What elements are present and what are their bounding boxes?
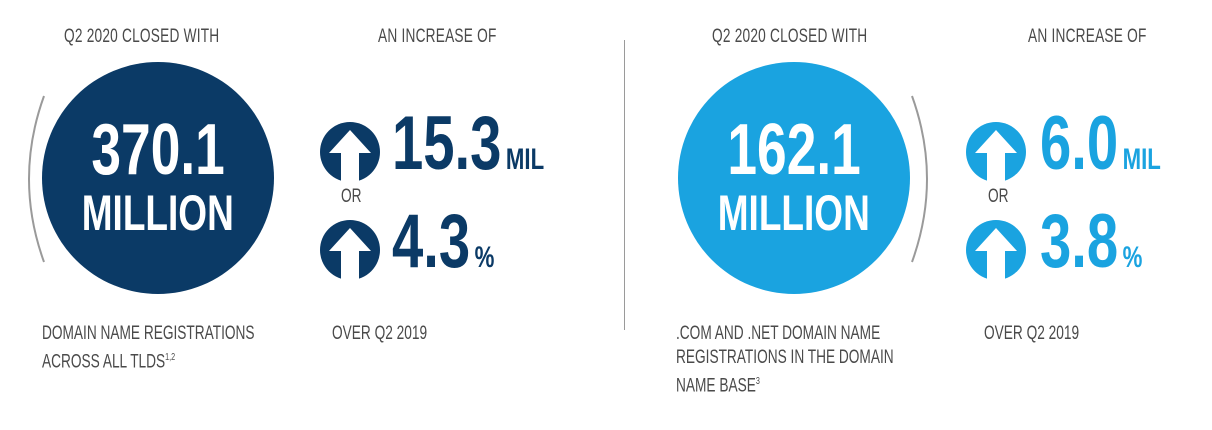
right-desc-line3: NAME BASE	[676, 375, 756, 397]
right-increase-stat: 6.0 MIL	[1040, 106, 1161, 182]
left-desc-footnote: 1,2	[165, 352, 176, 363]
right-desc-footnote: 3	[755, 376, 760, 387]
up-arrow-circle-icon	[966, 220, 1026, 280]
right-desc-line2: REGISTRATIONS IN THE DOMAIN	[676, 347, 894, 368]
right-over-label: OVER Q2 2019	[984, 323, 1080, 344]
left-header-closed: Q2 2020 CLOSED WITH	[64, 26, 220, 47]
right-percent-value: 3.8	[1040, 199, 1119, 284]
right-paren-decoration	[911, 95, 928, 263]
left-percent-unit: %	[474, 241, 495, 274]
right-desc-line1: .COM AND .NET DOMAIN NAME	[676, 323, 881, 344]
right-increase-value: 6.0	[1040, 101, 1119, 186]
left-percent-value: 4.3	[392, 199, 471, 284]
right-description: .COM AND .NET DOMAIN NAME REGISTRATIONS …	[676, 322, 894, 398]
left-percent-stat: 4.3%	[392, 204, 494, 280]
left-increase-stat: 15.3 MIL	[392, 106, 544, 182]
left-over-label: OVER Q2 2019	[332, 323, 428, 344]
panel-divider	[624, 40, 625, 330]
right-total-circle: 162.1 MILLION	[678, 62, 910, 294]
right-header-closed: Q2 2020 CLOSED WITH	[712, 26, 868, 47]
up-arrow-circle-icon	[320, 220, 380, 280]
left-paren-decoration	[28, 95, 45, 263]
up-arrow-circle-icon	[320, 122, 380, 182]
left-description: DOMAIN NAME REGISTRATIONS ACROSS ALL TLD…	[42, 322, 255, 374]
left-circle-unit: MILLION	[81, 185, 235, 241]
left-desc-line1: DOMAIN NAME REGISTRATIONS	[42, 323, 255, 344]
left-circle-number: 370.1	[91, 110, 225, 190]
right-increase-unit: MIL	[1122, 143, 1161, 176]
left-increase-value: 15.3	[392, 101, 502, 186]
right-or-label: OR	[988, 186, 1009, 207]
left-desc-line2: ACROSS ALL TLDS	[42, 351, 166, 373]
right-percent-unit: %	[1122, 241, 1143, 274]
right-circle-unit: MILLION	[717, 185, 871, 241]
left-or-label: OR	[341, 186, 362, 207]
left-total-circle: 370.1 MILLION	[42, 62, 274, 294]
left-increase-unit: MIL	[505, 143, 545, 176]
left-header-increase: AN INCREASE OF	[378, 26, 497, 47]
up-arrow-circle-icon	[966, 122, 1026, 182]
right-circle-number: 162.1	[727, 110, 861, 190]
right-header-increase: AN INCREASE OF	[1028, 26, 1147, 47]
right-percent-stat: 3.8%	[1040, 204, 1142, 280]
